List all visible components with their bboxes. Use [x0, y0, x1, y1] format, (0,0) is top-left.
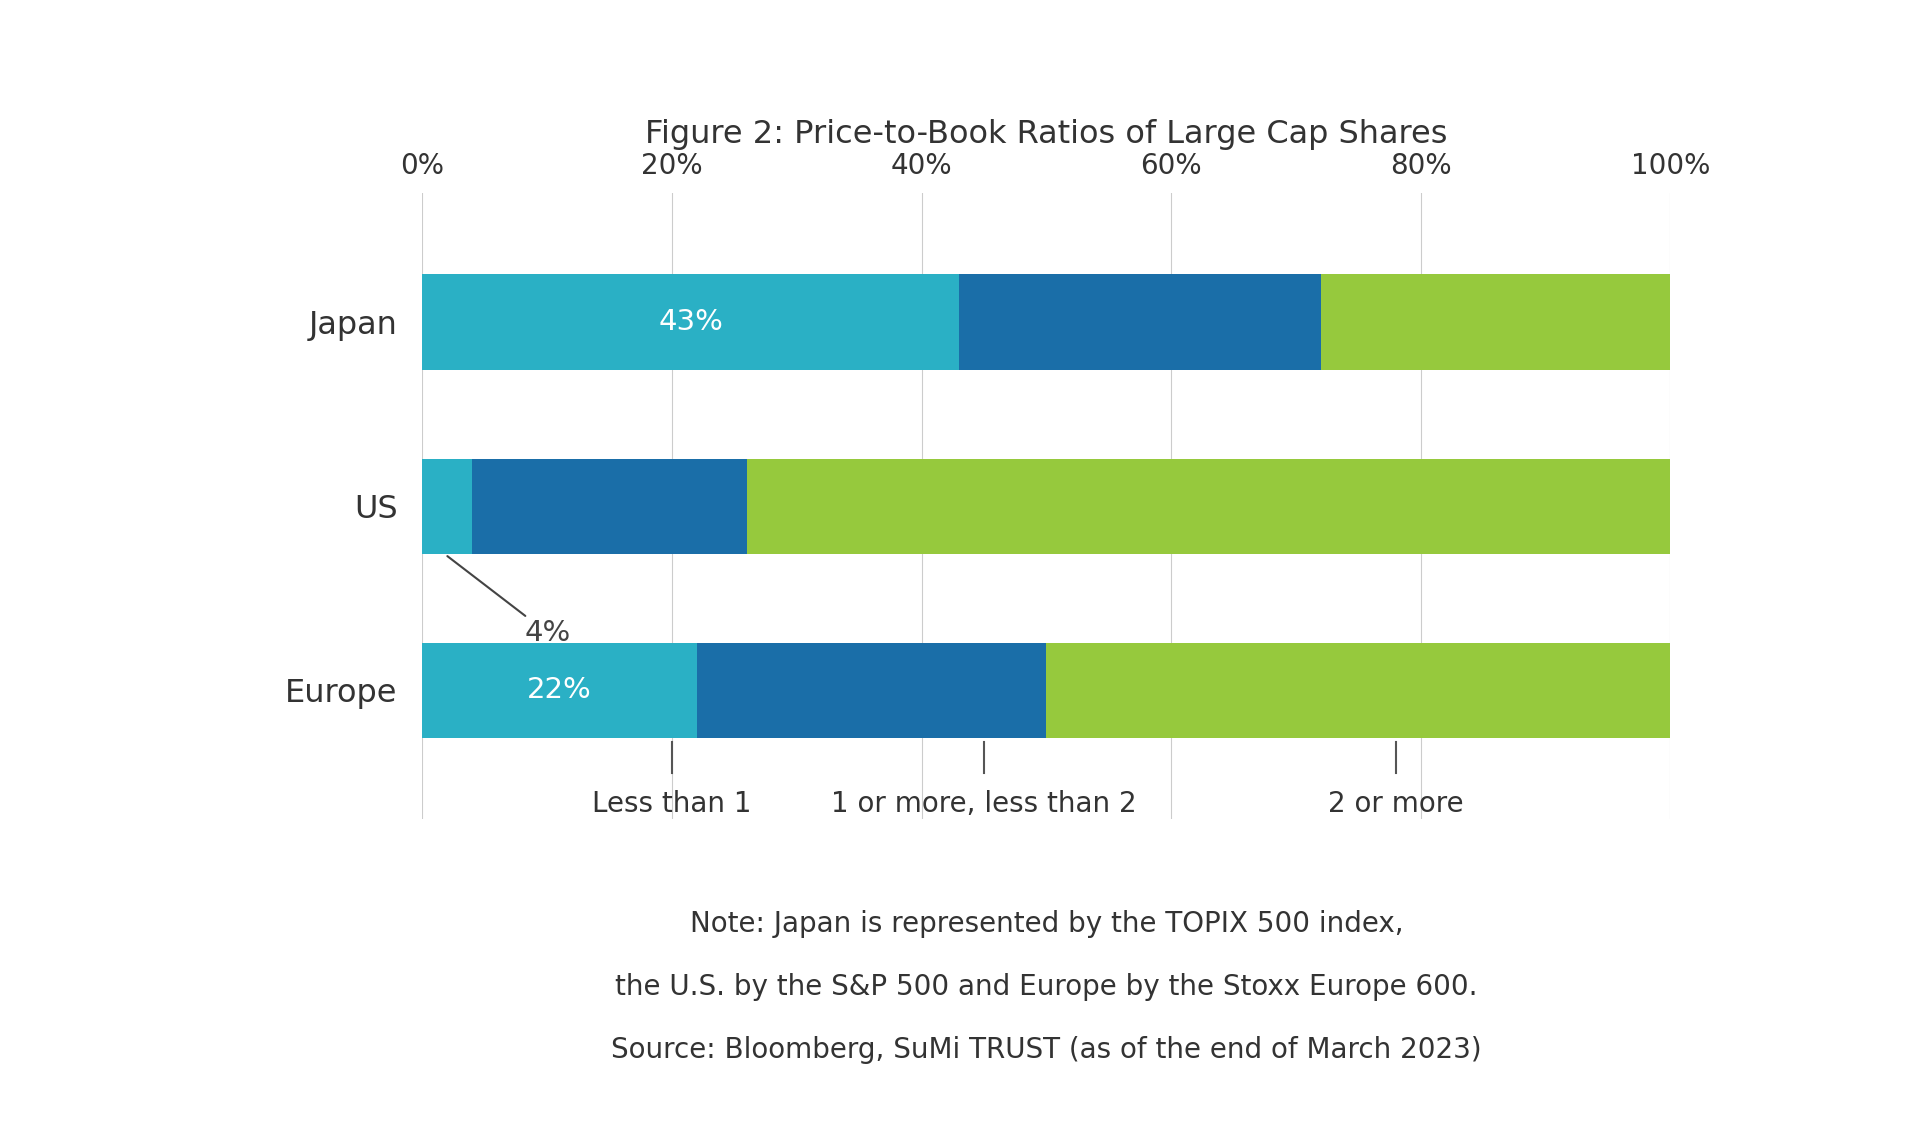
- Text: 1 or more, less than 2: 1 or more, less than 2: [831, 790, 1137, 818]
- Text: 4%: 4%: [447, 556, 570, 646]
- Bar: [747, 459, 1670, 554]
- Bar: [422, 274, 960, 370]
- Bar: [697, 643, 1046, 739]
- Bar: [960, 274, 1321, 370]
- Text: Figure 2: Price-to-Book Ratios of Large Cap Shares: Figure 2: Price-to-Book Ratios of Large …: [645, 119, 1448, 150]
- Bar: [422, 459, 472, 554]
- Text: Less than 1: Less than 1: [591, 790, 753, 818]
- Text: 2 or more: 2 or more: [1329, 790, 1463, 818]
- Text: 43%: 43%: [659, 308, 724, 337]
- Bar: [422, 643, 697, 739]
- Text: Note: Japan is represented by the TOPIX 500 index,: Note: Japan is represented by the TOPIX …: [689, 910, 1404, 939]
- Text: Source: Bloomberg, SuMi TRUST (as of the end of March 2023): Source: Bloomberg, SuMi TRUST (as of the…: [611, 1036, 1482, 1064]
- Bar: [472, 459, 747, 554]
- Bar: [1046, 643, 1670, 739]
- Text: the U.S. by the S&P 500 and Europe by the Stoxx Europe 600.: the U.S. by the S&P 500 and Europe by th…: [614, 973, 1478, 1001]
- Text: 22%: 22%: [528, 676, 591, 704]
- Bar: [1321, 274, 1670, 370]
